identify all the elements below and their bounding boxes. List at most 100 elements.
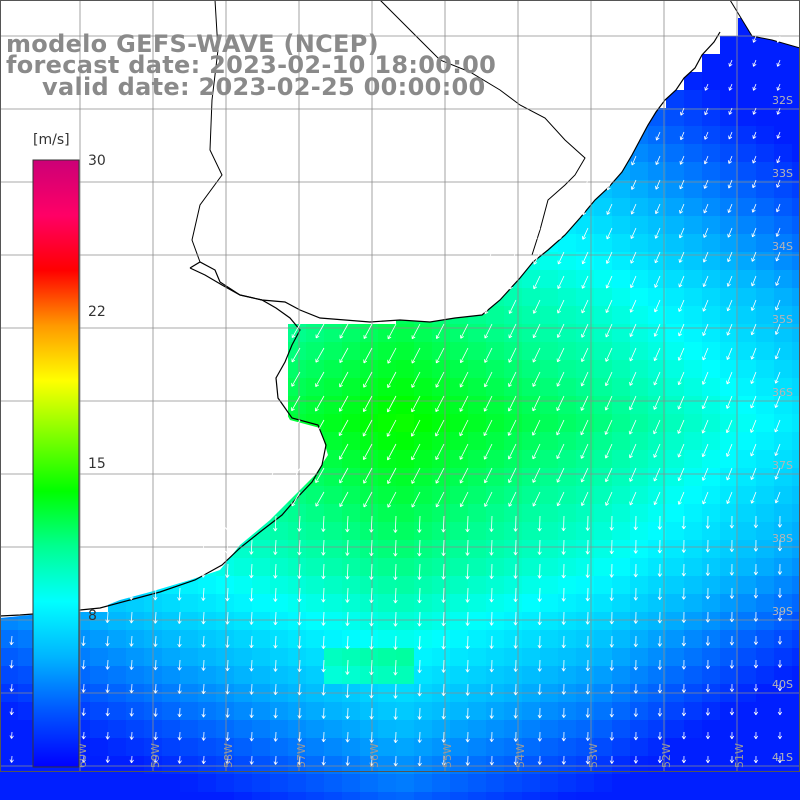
wind-arrow [513,707,518,719]
wind-cell [360,756,378,774]
wind-arrow [609,707,614,718]
wind-arrow [297,683,302,696]
wind-cell [774,180,792,198]
wind-cell [414,666,432,684]
wind-cell [378,648,396,666]
wind-arrow [537,683,542,695]
wind-arrow [513,659,518,672]
wind-cell [558,558,576,576]
wind-arrow [489,683,494,696]
wind-cell [576,270,594,288]
wind-cell [162,756,180,774]
wind-cell [342,504,360,522]
wind-cell [90,756,108,774]
wind-cell [234,738,252,756]
wind-arrow [655,155,661,166]
wind-cell [756,648,774,666]
wind-arrow [339,443,349,460]
wind-arrow [465,635,470,650]
wind-cell [306,720,324,738]
wind-cell [792,288,800,306]
wind-cell [630,198,648,216]
wind-arrow [459,443,469,460]
wind-cell [756,108,774,126]
wind-cell [756,468,774,486]
wind-arrow [678,227,685,239]
wind-cell [684,648,702,666]
wind-arrow [751,251,757,262]
wind-cell [378,630,396,648]
wind-arrow [465,515,470,533]
wind-cell [648,306,666,324]
wind-cell [612,396,630,414]
wind-arrow [153,707,158,717]
wind-cell [522,450,540,468]
wind-arrow [752,35,757,43]
wind-arrow [556,467,565,483]
wind-arrow [177,683,182,694]
wind-cell [576,756,594,774]
wind-cell [558,540,576,558]
wind-arrow [609,659,614,671]
wind-cell [396,486,414,504]
wind-arrow [537,515,542,532]
wind-cell [486,324,504,342]
wind-cell [738,648,756,666]
colorbar-unit: [m/s] [33,132,70,148]
wind-cell [666,432,684,450]
wind-cell [612,738,630,756]
wind-cell [792,216,800,234]
wind-cell [612,306,630,324]
wind-arrow [604,419,613,435]
wind-cell [468,450,486,468]
wind-arrow [774,467,781,480]
wind-cell [792,162,800,180]
wind-cell [522,486,540,504]
wind-cell [540,360,558,378]
wind-cell [558,234,576,252]
wind-cell [414,630,432,648]
wind-cell [162,594,180,612]
colorbar-tick-8: 8 [88,608,97,624]
wind-cell [792,720,800,738]
wind-arrow [9,683,14,692]
wind-arrow [297,755,302,766]
wind-arrow [513,635,518,649]
wind-arrow [273,539,278,555]
wind-cell [612,468,630,486]
wind-cell [756,252,774,270]
wind-cell [306,792,324,800]
wind-arrow [441,611,446,627]
wind-arrow [129,755,134,764]
wind-cell [522,414,540,432]
wind-cell [450,612,468,630]
wind-cell [396,468,414,486]
wind-arrow [339,371,349,388]
wind-cell [774,612,792,630]
wind-cell [162,630,180,648]
wind-cell [702,54,720,72]
wind-cell [720,414,738,432]
wind-cell [684,234,702,252]
wind-cell [288,720,306,738]
wind-arrow [339,323,349,339]
wind-cell [684,270,702,288]
lat-label: 36S [772,386,793,399]
wind-cell [0,720,18,738]
wind-cell [576,216,594,234]
wind-cell [306,378,324,396]
wind-cell [576,360,594,378]
wind-arrow [561,707,566,718]
wind-cell [774,486,792,504]
wind-cell [468,324,486,342]
wind-arrow [129,587,134,601]
wind-cell [522,648,540,666]
wind-arrow [201,611,206,625]
wind-arrow [753,539,759,552]
longitude-labels: 60W 59W 58W 57W 56W 55W 54W 53W 52W 51W [76,743,746,768]
wind-cell [522,324,540,342]
wind-arrow [417,755,422,767]
wind-cell [792,396,800,414]
wind-arrow [729,611,735,623]
wind-arrow [604,395,613,411]
